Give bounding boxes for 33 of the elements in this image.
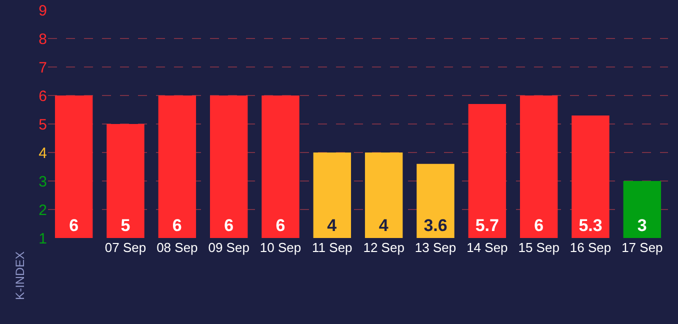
data-label: 6: [69, 216, 79, 235]
x-tick-label: 08 Sep: [156, 240, 198, 255]
x-tick-label: 14 Sep: [466, 240, 508, 255]
data-label: 3: [637, 216, 647, 235]
y-tick-label: 7: [38, 59, 47, 76]
data-label: 5.7: [475, 216, 499, 235]
y-tick-label: 4: [38, 144, 47, 162]
data-label: 3.6: [424, 216, 448, 235]
x-tick-label: 16 Sep: [570, 240, 612, 255]
data-label: 4: [327, 216, 338, 235]
data-label: 6: [172, 216, 182, 235]
x-tick-label: 13 Sep: [414, 240, 456, 255]
data-label: 6: [276, 216, 286, 235]
x-tick-label: 07 Sep: [104, 240, 146, 255]
data-label: 6: [224, 216, 234, 235]
x-tick-label: 10 Sep: [260, 240, 302, 255]
y-tick-label: 1: [38, 230, 47, 248]
y-tick-label: 8: [38, 30, 47, 48]
data-label: 5.3: [578, 216, 602, 235]
x-tick-label: 09 Sep: [208, 240, 250, 255]
x-tick-label: 11 Sep: [312, 240, 352, 255]
data-label: 5: [120, 216, 130, 235]
y-tick-label: 9: [38, 2, 47, 20]
y-tick-label: 5: [38, 116, 47, 134]
data-label: 4: [378, 216, 389, 235]
x-tick-label: 17 Sep: [622, 240, 663, 255]
y-tick-label: 3: [38, 173, 47, 190]
x-tick-label: 15 Sep: [518, 240, 560, 255]
x-tick-label: 12 Sep: [363, 240, 404, 255]
y-tick-label: 6: [38, 88, 47, 105]
y-axis-title: K-INDEX: [13, 251, 28, 300]
data-label: 6: [534, 216, 544, 235]
y-tick-label: 2: [38, 202, 47, 219]
